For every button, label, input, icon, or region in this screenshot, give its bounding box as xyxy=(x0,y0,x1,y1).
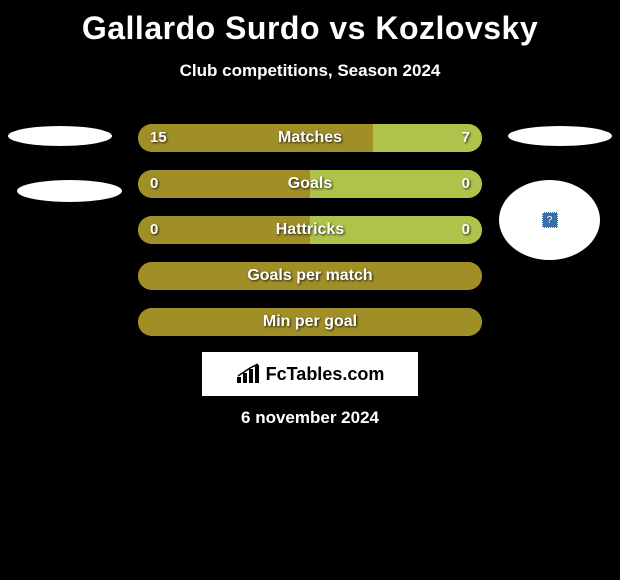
page-title: Gallardo Surdo vs Kozlovsky xyxy=(0,0,620,47)
stat-rows: Matches157Goals00Hattricks00Goals per ma… xyxy=(138,124,482,354)
stat-label: Hattricks xyxy=(138,216,482,244)
stat-row: Min per goal xyxy=(138,308,482,336)
bars-icon xyxy=(236,363,260,385)
stat-value-right: 0 xyxy=(462,216,470,244)
stat-value-left: 0 xyxy=(150,170,158,198)
logo-box: FcTables.com xyxy=(202,352,418,396)
stat-row: Goals per match xyxy=(138,262,482,290)
stat-row: Matches15 7 xyxy=(138,124,482,152)
stat-row: Goals0 0 xyxy=(138,170,482,198)
stat-row: Hattricks0 0 xyxy=(138,216,482,244)
stat-label: Matches xyxy=(138,124,482,152)
stats-comparison-card: Gallardo Surdo vs Kozlovsky Club competi… xyxy=(0,0,620,580)
stat-value-left: 15 xyxy=(150,124,167,152)
subtitle: Club competitions, Season 2024 xyxy=(0,61,620,81)
stat-label: Goals xyxy=(138,170,482,198)
stat-label: Goals per match xyxy=(138,262,482,290)
stat-value-right: 0 xyxy=(462,170,470,198)
date: 6 november 2024 xyxy=(0,408,620,428)
avatar-left-2 xyxy=(17,180,122,202)
avatar-right-2: ? xyxy=(499,180,600,260)
avatar-left-1 xyxy=(8,126,112,146)
stat-value-right: 7 xyxy=(462,124,470,152)
stat-value-left: 0 xyxy=(150,216,158,244)
stat-label: Min per goal xyxy=(138,308,482,336)
logo-text: FcTables.com xyxy=(266,364,385,385)
avatar-right-1 xyxy=(508,126,612,146)
avatar-placeholder-icon: ? xyxy=(542,212,558,228)
